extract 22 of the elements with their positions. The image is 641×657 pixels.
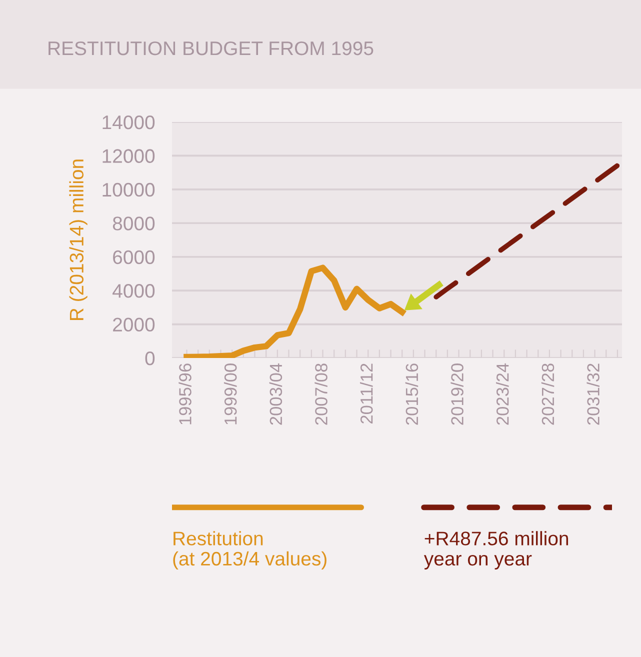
x-tick-label: 2031/32 [586, 364, 600, 425]
x-tick-label: 2003/04 [269, 363, 282, 425]
x-tick-label: 1995/96 [178, 364, 192, 424]
text: +R487.56 million year on year [424, 531, 568, 570]
y-tick-label: 4000 [112, 284, 155, 298]
y-tick-label: 12000 [102, 149, 155, 163]
y-tick-label: 6000 [113, 250, 155, 264]
y-tick-label: 14000 [102, 115, 155, 130]
x-tick-label: 2027/28 [541, 364, 554, 425]
text: Restitution (at 2013/4 values) [173, 531, 326, 570]
y-tick-label: 2000 [113, 318, 155, 332]
y-tick-label: 0 [145, 351, 155, 366]
y-axis-title: R (2013/14) million [69, 160, 88, 320]
x-tick-label: 2011/12 [360, 364, 373, 424]
x-tick-label: 2023/24 [496, 363, 509, 425]
x-tick-label: 2015/16 [405, 364, 418, 425]
y-tick-label: 8000 [112, 216, 155, 230]
x-tick-label: 1999/00 [224, 364, 237, 424]
y-tick-label: 10000 [102, 182, 155, 197]
x-tick-label: 2019/20 [450, 364, 464, 425]
chart-title: RESTITUTION BUDGET FROM 1995 [48, 41, 374, 56]
x-tick-label: 2007/08 [314, 364, 328, 425]
